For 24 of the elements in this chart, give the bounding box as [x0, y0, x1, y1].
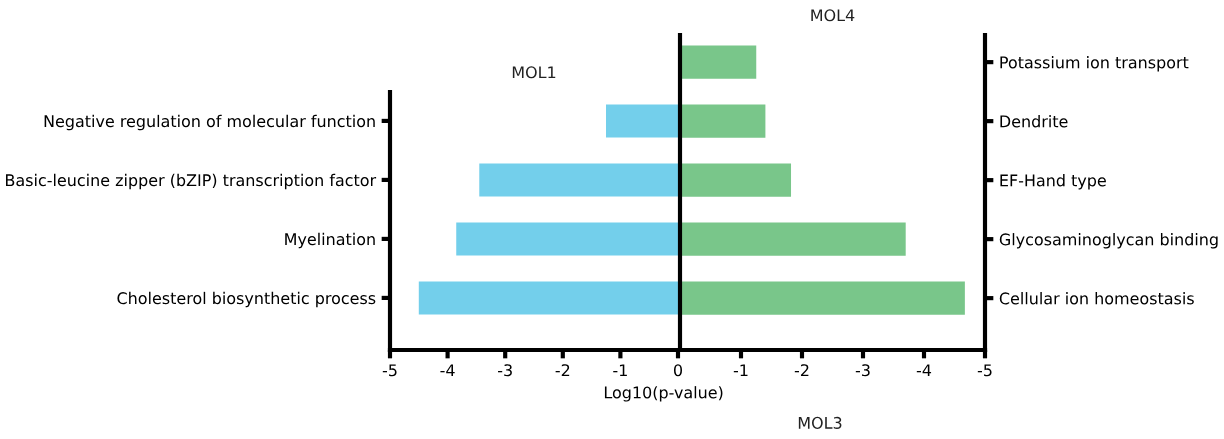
x-tick-label: -2	[555, 364, 570, 377]
y-tick-label: Potassium ion transport	[1000, 56, 1189, 72]
y-tick-label: EF-Hand type	[1000, 174, 1106, 190]
y-tick-label: Basic-leucine zipper (bZIP) transcription factor	[6, 173, 377, 190]
x-tick-label: -5	[382, 364, 397, 377]
chart-title: MOL4	[811, 9, 855, 22]
x-axis-title: Log10(p-value)	[604, 386, 723, 402]
text: MOL3	[798, 416, 842, 429]
x-tick-label: -4	[440, 364, 455, 377]
x-tick-label: -3	[855, 364, 870, 377]
x-tick-label: -2	[794, 364, 809, 377]
y-tick-label: Negative regulation of molecular function	[44, 114, 375, 131]
x-tick-label: 0	[673, 364, 683, 377]
y-tick-label: Dendrite	[1000, 115, 1068, 128]
chart-title: MOL1	[512, 66, 556, 79]
y-tick-label: Myelination	[285, 232, 375, 249]
x-tick-label: -5	[977, 364, 992, 377]
x-tick-label: -4	[916, 364, 932, 377]
x-tick-label: -3	[498, 364, 512, 377]
x-tick-label: -1	[733, 364, 748, 377]
y-tick-label: Cholesterol biosynthetic process	[117, 291, 376, 308]
y-tick-label: Glycosaminoglycan binding	[999, 233, 1218, 249]
x-tick-label: -1	[613, 364, 627, 377]
y-tick-label: Cellular ion homeostasis	[999, 292, 1194, 305]
